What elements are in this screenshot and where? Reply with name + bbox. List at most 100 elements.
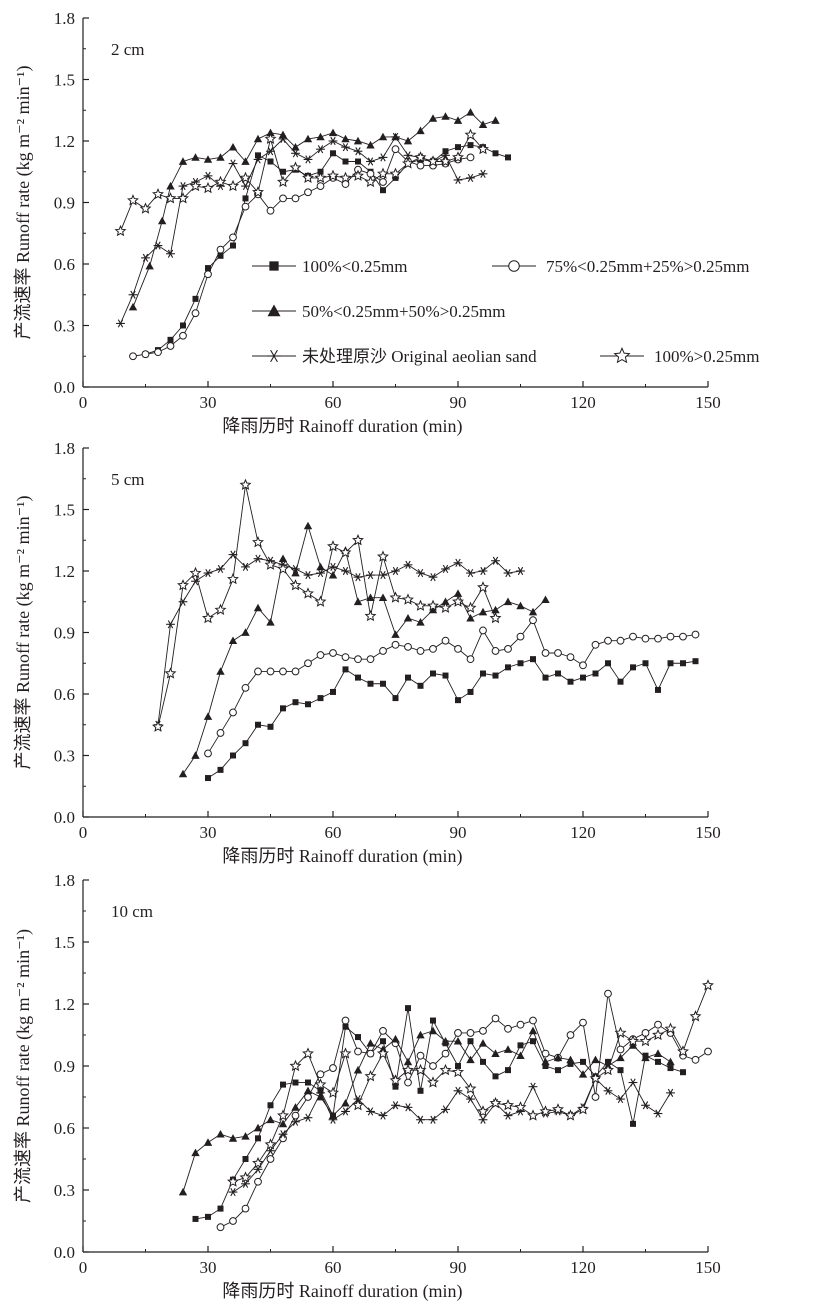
data-point: [254, 667, 262, 676]
data-point: [216, 1130, 225, 1138]
data-point: [157, 216, 167, 225]
data-point: [341, 134, 350, 143]
data-point: [439, 1063, 452, 1076]
data-point: [566, 1055, 575, 1064]
x-tick-label: 30: [200, 393, 217, 412]
data-point: [216, 667, 225, 675]
data-point: [302, 171, 314, 183]
asterisk-stroke: [480, 1115, 486, 1124]
data-point: [504, 1024, 512, 1033]
data-point: [266, 667, 275, 676]
x-tick-label: 0: [79, 823, 88, 842]
y-tick-label: 1.2: [54, 995, 75, 1014]
data-point: [453, 175, 463, 185]
data-point: [580, 1058, 586, 1065]
data-point: [478, 120, 488, 128]
data-point: [441, 1037, 450, 1045]
data-point: [316, 132, 325, 141]
data-point: [466, 655, 475, 664]
data-point: [380, 680, 386, 687]
data-point: [692, 658, 699, 665]
data-point: [203, 568, 213, 578]
data-point: [264, 132, 277, 145]
data-point: [141, 253, 150, 262]
data-point: [516, 632, 525, 641]
data-point: [389, 591, 402, 603]
y-tick-label: 0.6: [54, 1119, 75, 1138]
data-point: [127, 194, 139, 206]
data-point: [491, 647, 500, 655]
data-point: [580, 674, 586, 681]
data-point: [228, 1134, 238, 1142]
data-point: [191, 153, 200, 161]
asterisk-stroke: [380, 571, 386, 580]
y-tick-label: 1.5: [54, 71, 75, 90]
data-point: [352, 533, 364, 546]
data-point: [667, 660, 674, 667]
asterisk-stroke: [417, 1115, 424, 1124]
data-point: [328, 136, 338, 146]
data-point: [166, 249, 175, 258]
x-tick-label: 120: [570, 1258, 596, 1277]
data-point: [478, 607, 488, 616]
data-point: [455, 697, 461, 704]
asterisk-stroke: [667, 1088, 674, 1097]
data-point: [428, 573, 438, 582]
asterisk-stroke: [467, 173, 474, 182]
data-point: [379, 1026, 387, 1035]
data-point: [214, 175, 227, 188]
data-point: [416, 1051, 425, 1060]
x-axis-title: 降雨历时 Rainoff duration (min): [222, 416, 462, 437]
data-point: [266, 206, 275, 215]
data-point: [577, 1103, 589, 1115]
data-point: [404, 1078, 412, 1087]
series-4: [228, 1074, 675, 1197]
asterisk-stroke: [655, 1109, 661, 1118]
data-point: [505, 664, 511, 671]
data-point: [455, 144, 461, 151]
data-point: [604, 636, 612, 645]
data-point: [316, 562, 325, 571]
series-line: [120, 134, 484, 232]
data-point: [416, 1030, 425, 1039]
asterisk-stroke: [255, 554, 261, 563]
data-point: [239, 478, 252, 490]
asterisk-stroke: [217, 564, 224, 574]
data-point: [529, 616, 537, 625]
series-2: [204, 616, 700, 758]
data-point: [255, 1135, 261, 1142]
data-point: [154, 348, 162, 357]
data-point: [380, 187, 386, 194]
data-point: [479, 626, 487, 635]
data-point: [316, 568, 325, 578]
data-point: [654, 634, 662, 643]
data-point: [191, 309, 200, 318]
asterisk-stroke: [417, 568, 424, 578]
series-2: [129, 145, 475, 361]
data-point: [466, 1029, 475, 1037]
legend-item-3: 50%<0.25mm+50%>0.25mm: [252, 302, 505, 321]
data-point: [216, 729, 225, 737]
data-point: [277, 562, 289, 575]
data-point: [328, 1115, 338, 1124]
data-point: [291, 568, 300, 577]
asterisk-stroke: [355, 147, 361, 156]
data-point: [305, 701, 311, 708]
asterisk-stroke: [630, 1078, 636, 1087]
data-point: [454, 1029, 462, 1037]
series-1: [192, 1005, 686, 1222]
data-point: [291, 194, 300, 203]
panel-depth-label: 2 cm: [111, 40, 145, 59]
data-point: [514, 1101, 527, 1113]
data-point: [605, 660, 611, 667]
data-point: [542, 1063, 549, 1069]
asterisk-stroke: [330, 562, 336, 571]
data-point: [554, 649, 562, 657]
legend-marker: [267, 304, 281, 317]
data-point: [466, 1094, 475, 1104]
data-point: [629, 632, 637, 641]
data-point: [378, 571, 388, 580]
data-point: [128, 302, 138, 311]
data-point: [653, 1049, 663, 1057]
